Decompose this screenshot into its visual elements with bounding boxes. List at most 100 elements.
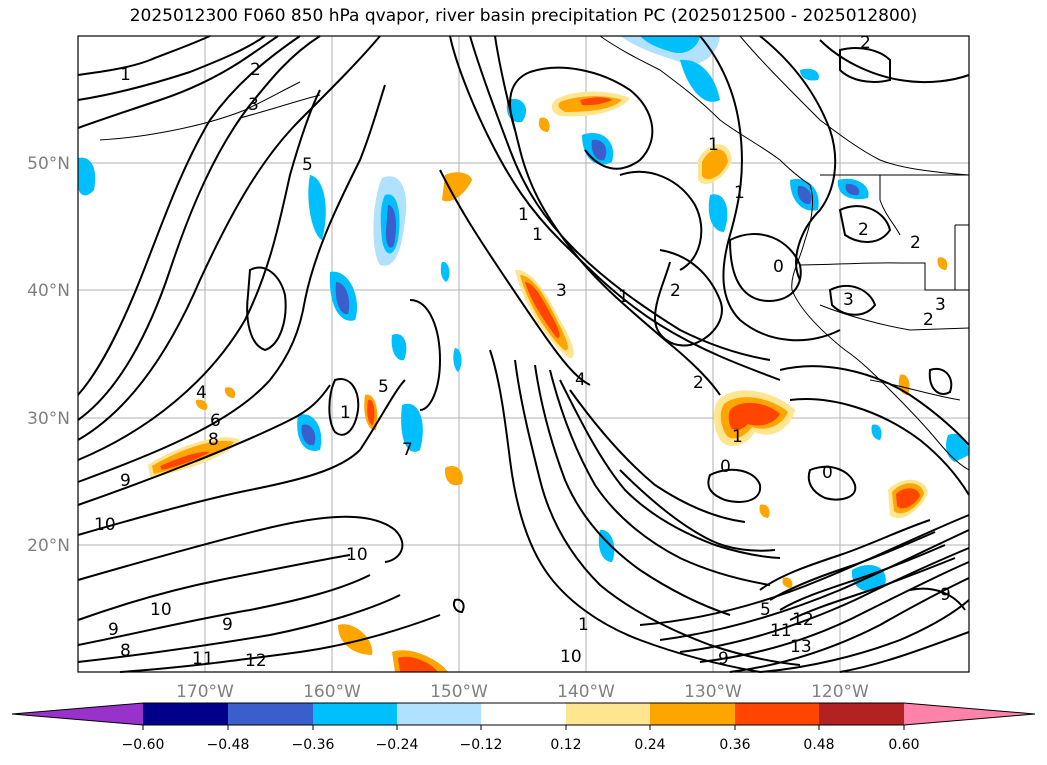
- contour-label: 12: [245, 651, 267, 671]
- colorbar: −0.60 −0.48 −0.36 −0.24 −0.12 0.12 0.24 …: [11, 702, 1036, 753]
- positive-patch: [367, 399, 375, 425]
- contour-label: 8: [208, 430, 219, 450]
- contour-label: 4: [196, 383, 207, 403]
- coastlines: [99, 35, 970, 471]
- positive-patch: [580, 97, 612, 106]
- contour-label: 2: [923, 310, 934, 330]
- colorbar-extend-high: [904, 703, 1035, 725]
- lon-label: 120°W: [811, 682, 869, 702]
- contour-label: 9: [940, 585, 951, 605]
- positive-patch: [338, 624, 373, 655]
- contour-label: 10: [94, 515, 116, 535]
- colorbar-tick-label: 0.24: [634, 737, 665, 753]
- colorbar-tick-label: 0.48: [803, 737, 834, 753]
- colorbar-tick-label: −0.60: [122, 737, 165, 753]
- contour-label: 12: [792, 610, 814, 630]
- colorbar-segment: [228, 703, 313, 725]
- contour-label: 1: [734, 183, 745, 203]
- contour-label: 10: [346, 545, 368, 565]
- colorbar-tick-label: −0.36: [292, 737, 335, 753]
- contour-label: 0: [773, 257, 784, 277]
- positive-patch: [728, 402, 780, 431]
- contour-label: 2: [910, 233, 921, 253]
- map-frame: [77, 35, 970, 673]
- precipitation-pc-fill: [78, 36, 969, 672]
- positive-patch: [538, 117, 550, 132]
- lon-label: 140°W: [557, 682, 615, 702]
- contour-label: 8: [120, 641, 131, 661]
- positive-patch: [525, 282, 560, 338]
- contour-label: 2: [860, 33, 871, 53]
- negative-patch: [385, 205, 396, 248]
- positive-patch: [759, 504, 770, 518]
- positive-patch: [195, 399, 208, 410]
- contour-label: 5: [302, 155, 313, 175]
- contour-label: 6: [210, 411, 221, 431]
- contour-label: 1: [120, 65, 131, 85]
- lon-label: 170°W: [176, 682, 234, 702]
- contour-label: 1: [618, 287, 629, 307]
- negative-patch: [308, 175, 326, 240]
- latitude-labels: 50°N 40°N 30°N 20°N: [27, 154, 70, 556]
- contour-label: 7: [402, 440, 413, 460]
- contour-label: 0: [720, 457, 731, 477]
- contour-label: 1: [578, 615, 589, 635]
- contour-label: 1: [708, 135, 719, 155]
- negative-patch: [640, 36, 700, 54]
- negative-patch: [800, 68, 819, 81]
- positive-patch: [782, 577, 793, 588]
- contour-label: 3: [556, 281, 567, 301]
- contour-label: 11: [192, 649, 214, 669]
- contour-label: 5: [378, 377, 389, 397]
- contour-label: 2: [858, 220, 869, 240]
- contour-label: 3: [935, 295, 946, 315]
- contour-label: 3: [248, 95, 259, 115]
- contour-label: 5: [760, 600, 771, 620]
- lon-label: 150°W: [430, 682, 488, 702]
- positive-patch: [896, 488, 920, 509]
- colorbar-segment: [819, 703, 904, 725]
- colorbar-segment: [735, 703, 819, 725]
- lon-label: 130°W: [684, 682, 742, 702]
- colorbar-segment: [566, 703, 650, 725]
- negative-patch: [335, 282, 350, 315]
- contour-labels: 1 2 3 5 1 2 1 1 3 1 2 4 2 1 0 0 0 1 2 2 …: [94, 33, 951, 671]
- negative-patch: [78, 157, 96, 196]
- longitude-labels: 170°W 160°W 150°W 140°W 130°W 120°W: [176, 682, 869, 702]
- positive-patch: [702, 149, 728, 180]
- colorbar-segment: [143, 703, 228, 725]
- qvapor-contours: [77, 35, 970, 673]
- lat-label: 30°N: [27, 409, 70, 429]
- negative-patch: [591, 139, 607, 161]
- colorbar-segment: [481, 703, 566, 725]
- negative-patch: [708, 194, 728, 232]
- negative-patch: [453, 348, 462, 372]
- positive-patch: [224, 387, 236, 398]
- colorbar-tick-label: 0.12: [550, 737, 581, 753]
- contour-label: 0: [822, 463, 833, 483]
- colorbar-tick-label: 0.60: [888, 737, 919, 753]
- colorbar-tick-label: −0.48: [207, 737, 250, 753]
- colorbar-extend-low: [12, 703, 143, 725]
- contour-label: 13: [790, 637, 812, 657]
- lat-label: 50°N: [27, 154, 70, 174]
- map-panel: [78, 36, 969, 672]
- contour-label: 9: [120, 471, 131, 491]
- colorbar-tick-label: −0.24: [376, 737, 419, 753]
- contour-label: 9: [718, 649, 729, 669]
- negative-patch: [946, 433, 969, 462]
- contour-label: 4: [575, 370, 586, 390]
- negative-patch: [301, 424, 316, 446]
- contour-label: 1: [732, 427, 743, 447]
- lat-label: 40°N: [27, 281, 70, 301]
- contour-label: 9: [108, 620, 119, 640]
- colorbar-segment: [650, 703, 735, 725]
- contour-label: 10: [560, 647, 582, 667]
- contour-label: 2: [250, 60, 261, 80]
- lat-label: 20°N: [27, 536, 70, 556]
- negative-patch: [401, 403, 423, 452]
- negative-patch: [680, 59, 720, 102]
- figure-title: 2025012300 F060 850 hPa qvapor, river ba…: [129, 6, 918, 26]
- negative-patch: [440, 261, 450, 282]
- contour-label: 2: [670, 281, 681, 301]
